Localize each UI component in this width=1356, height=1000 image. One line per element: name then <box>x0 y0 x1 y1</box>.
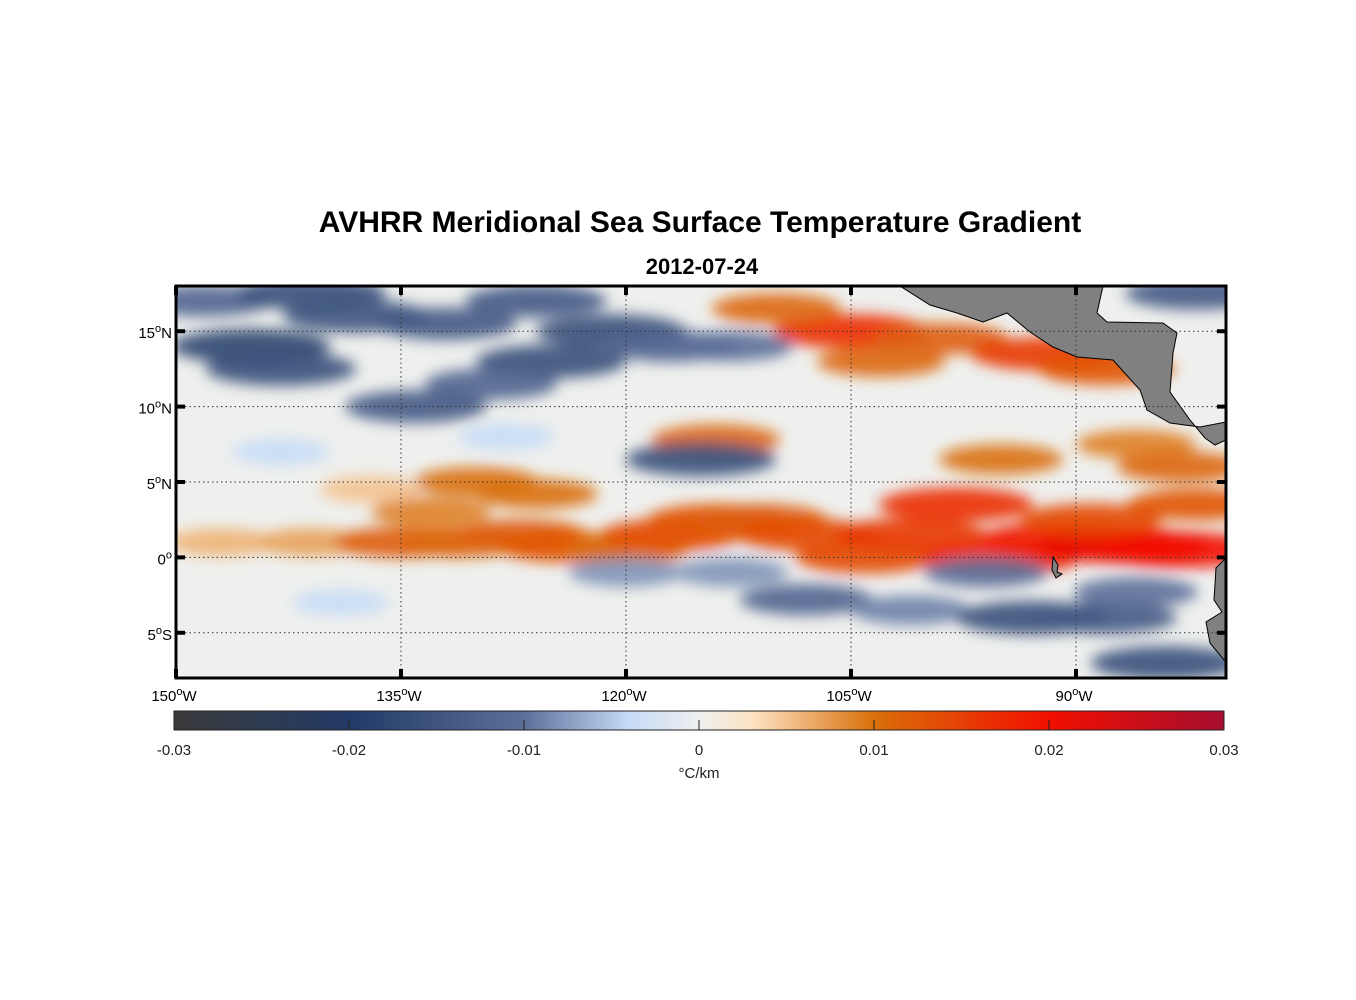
gradient-feature <box>320 476 422 504</box>
degree-sign: o <box>1072 686 1078 698</box>
lat-tick-label: 5oN <box>147 474 172 493</box>
gradient-feature <box>568 558 684 587</box>
gradient-field <box>176 286 1226 678</box>
gradient-feature <box>235 286 387 311</box>
map-area <box>176 286 1226 678</box>
gradient-feature <box>939 444 1063 475</box>
lon-value: 105 <box>826 688 851 705</box>
gradient-feature <box>816 346 946 377</box>
gradient-feature <box>1020 503 1162 536</box>
degree-sign: o <box>155 474 161 486</box>
lon-tick-label: 90oW <box>1056 686 1094 705</box>
lat-tick-label: 15oN <box>138 323 172 342</box>
lat-value: 0 <box>158 551 166 568</box>
gradient-feature <box>1097 531 1226 568</box>
land-central-america <box>899 286 1226 446</box>
hemisphere: N <box>161 401 172 418</box>
lat-value: 5 <box>148 627 156 644</box>
lon-tick-label: 150oW <box>151 686 197 705</box>
degree-sign: o <box>155 323 161 335</box>
gradient-feature <box>924 557 1048 588</box>
gradient-feature <box>457 423 555 450</box>
gradient-feature <box>176 528 275 557</box>
colorbar-tick-label: 0.03 <box>1209 742 1238 759</box>
gradient-feature <box>739 584 873 616</box>
gradient-feature <box>874 323 1008 355</box>
land-galapagos <box>1051 555 1064 579</box>
lat-value: 15 <box>138 325 155 342</box>
colorbar-tick-label: 0.01 <box>859 742 888 759</box>
colorbar-tick-label: -0.01 <box>507 742 541 759</box>
gradient-feature <box>835 517 987 552</box>
lon-tick-label: 135oW <box>376 686 422 705</box>
lon-value: 120 <box>601 688 626 705</box>
gradient-feature <box>1076 429 1196 460</box>
gradient-feature <box>851 595 971 625</box>
degree-sign: o <box>156 625 162 637</box>
colorbar-ticks: -0.03 -0.02 -0.01 0 0.01 0.02 0.03 <box>157 720 1239 759</box>
lat-tick-label: 0o <box>158 549 172 568</box>
gradient-feature <box>1035 601 1177 634</box>
gradient-feature <box>474 479 598 510</box>
degree-sign: o <box>851 686 857 698</box>
hemisphere: W <box>407 688 422 705</box>
hemisphere: N <box>161 476 172 493</box>
degree-sign: o <box>166 549 172 561</box>
gradient-feature <box>371 497 491 527</box>
chart-title: AVHRR Meridional Sea Surface Temperature… <box>318 206 1082 239</box>
hemisphere: W <box>857 688 872 705</box>
lat-tick-label: 5oS <box>148 625 172 644</box>
colorbar-tick-label: -0.03 <box>157 742 191 759</box>
gradient-feature <box>673 558 789 587</box>
gradient-feature <box>1116 451 1226 483</box>
gradient-feature <box>1125 286 1226 310</box>
colorbar-tick-label: 0 <box>695 742 703 759</box>
gradient-feature <box>669 331 793 362</box>
lat-value: 10 <box>138 401 155 418</box>
gradient-feature <box>375 307 517 340</box>
hemisphere: S <box>162 627 172 644</box>
hemisphere: W <box>1078 688 1093 705</box>
gradient-feature <box>232 438 330 466</box>
gradient-feature <box>255 528 367 557</box>
lat-tick-label: 10oN <box>138 399 172 418</box>
colorbar-label: °C/km <box>679 765 720 782</box>
degree-sign: o <box>176 686 182 698</box>
gradient-feature <box>205 352 357 386</box>
colorbar: -0.03 -0.02 -0.01 0 0.01 0.02 0.03 °C/km <box>157 710 1239 782</box>
gradient-feature <box>625 442 777 477</box>
lon-value: 135 <box>376 688 401 705</box>
colorbar-tick-label: 0.02 <box>1034 742 1063 759</box>
gradient-feature <box>878 487 1034 522</box>
lon-tick-label: 105oW <box>826 686 872 705</box>
lat-value: 5 <box>147 476 155 493</box>
degree-sign: o <box>401 686 407 698</box>
degree-sign: o <box>155 399 161 411</box>
gradient-feature <box>711 293 841 324</box>
longitude-labels: 150oW 135oW 120oW 105oW 90oW <box>151 686 1093 705</box>
axis-ticks <box>174 286 1226 678</box>
gradient-feature <box>465 286 607 318</box>
lon-tick-label: 120oW <box>601 686 647 705</box>
gradient-feature <box>292 589 390 616</box>
hemisphere: N <box>161 325 172 342</box>
hemisphere: W <box>632 688 647 705</box>
lon-value: 150 <box>151 688 176 705</box>
lon-value: 90 <box>1056 688 1073 705</box>
colorbar-tick-label: -0.02 <box>332 742 366 759</box>
gradient-feature <box>1090 646 1226 678</box>
chart-subtitle: 2012-07-24 <box>645 254 759 279</box>
degree-sign: o <box>626 686 632 698</box>
hemisphere: W <box>182 688 197 705</box>
gradient-feature <box>1074 577 1198 608</box>
gradient-feature <box>424 368 558 400</box>
